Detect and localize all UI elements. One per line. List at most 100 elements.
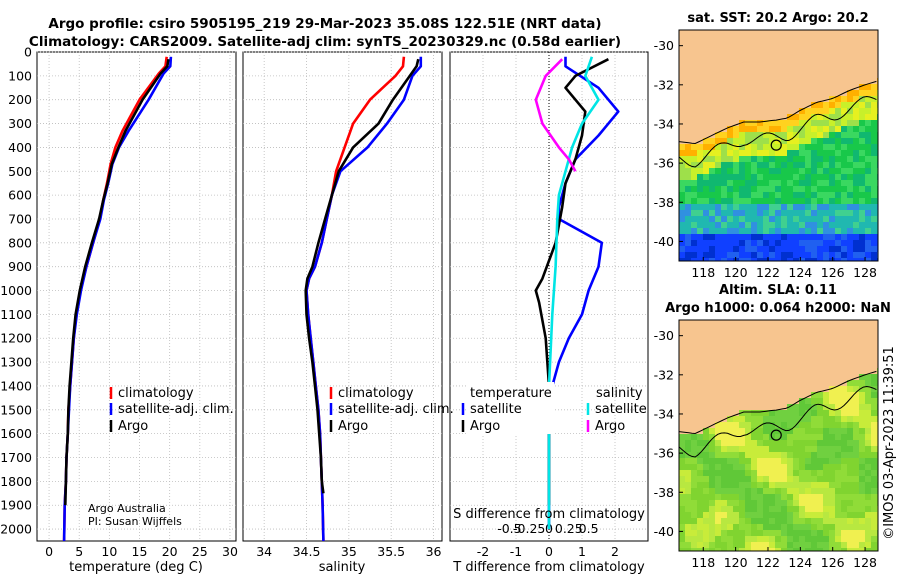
map-cell [859,36,866,43]
map-cell [829,470,836,477]
map-cell [811,90,818,97]
map-x-tick-label: 118 [691,265,715,280]
map-cell [685,494,692,501]
map-cell [835,132,842,139]
map-cell [763,392,770,399]
map-cell [835,500,842,507]
map-cell [859,446,866,453]
sla-map-title-1: Altim. SLA: 0.11 [719,283,837,298]
map-cell [793,506,800,513]
map-cell [847,362,854,369]
map-cell [871,168,878,175]
map-cell [829,458,836,465]
map-cell [679,132,686,139]
map-cell [787,246,794,253]
map-cell [739,470,746,477]
map-cell [679,332,686,339]
map-cell [817,320,824,327]
map-cell [703,162,710,169]
map-cell [853,240,860,247]
map-cell [835,102,842,109]
map-cell [793,428,800,435]
map-cell [685,96,692,103]
map-cell [739,222,746,229]
map-cell [781,96,788,103]
map-cell [733,326,740,333]
y-tick-label: 900 [8,259,32,274]
map-cell [775,434,782,441]
map-cell [805,120,812,127]
map-cell [817,464,824,471]
map-cell [787,428,794,435]
map-cell [721,162,728,169]
legend-title-temperature: temperature [470,386,552,401]
map-cell [811,458,818,465]
map-cell [775,452,782,459]
map-cell [853,392,860,399]
map-cell [835,204,842,211]
map-cell [691,156,698,163]
map-cell [709,356,716,363]
map-cell [853,120,860,127]
map-cell [865,90,872,97]
map-cell [787,114,794,121]
map-cell [703,90,710,97]
map-cell [751,192,758,199]
map-cell [775,96,782,103]
map-cell [829,84,836,91]
map-cell [733,252,740,259]
map-cell [727,434,734,441]
map-cell [853,446,860,453]
map-cell [799,530,806,537]
map-cell [871,530,878,537]
map-cell [721,60,728,67]
map-cell [841,96,848,103]
map-cell [745,338,752,345]
map-cell [685,416,692,423]
map-cell [733,332,740,339]
map-cell [835,60,842,67]
map-cell [751,102,758,109]
map-cell [823,470,830,477]
map-cell [775,168,782,175]
map-cell [727,150,734,157]
map-cell [715,410,722,417]
map-cell [823,90,830,97]
map-cell [793,186,800,193]
map-cell [787,422,794,429]
map-cell [751,422,758,429]
map-cell [859,108,866,115]
map-cell [763,332,770,339]
map-x-tick-label: 126 [821,265,845,280]
map-cell [823,162,830,169]
map-cell [715,548,722,552]
map-cell [859,338,866,345]
map-cell [739,530,746,537]
map-cell [757,422,764,429]
map-cell [685,344,692,351]
map-cell [757,84,764,91]
map-cell [697,326,704,333]
map-cell [841,162,848,169]
map-cell [733,36,740,43]
map-cell [781,524,788,531]
map-cell [679,356,686,363]
map-cell [769,320,776,327]
map-cell [835,96,842,103]
y-tick-label: 100 [8,68,32,83]
map-cell [847,72,854,79]
map-cell [841,344,848,351]
map-cell [721,222,728,229]
map-cell [793,332,800,339]
map-cell [781,48,788,55]
map-cell [739,228,746,235]
map-cell [757,120,764,127]
map-cell [859,476,866,483]
map-cell [817,144,824,151]
map-cell [787,488,794,495]
map-cell [721,228,728,235]
map-cell [739,78,746,85]
map-cell [787,66,794,73]
map-cell [763,144,770,151]
map-cell [787,500,794,507]
